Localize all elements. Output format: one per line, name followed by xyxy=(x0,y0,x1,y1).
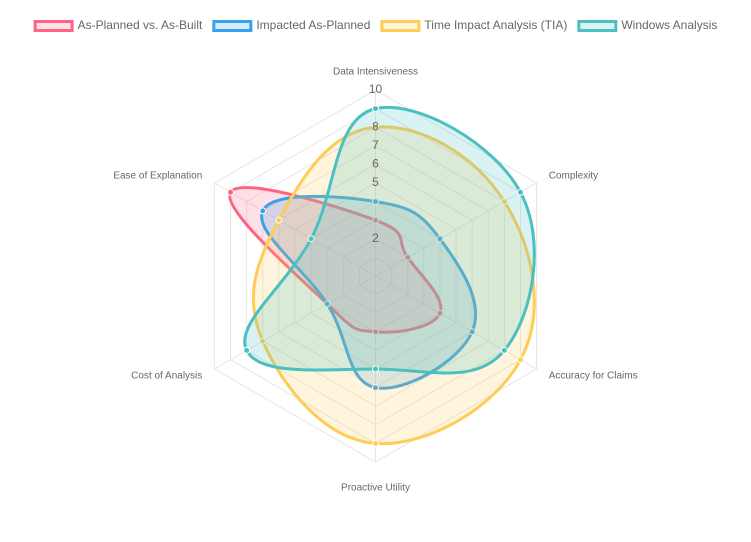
data-point[interactable] xyxy=(323,300,331,308)
legend-item[interactable]: Impacted As-Planned xyxy=(212,18,371,32)
data-point[interactable] xyxy=(372,328,379,336)
axis-label: Complexity xyxy=(549,171,598,182)
tick-label: 6 xyxy=(372,157,379,171)
data-point[interactable] xyxy=(404,253,412,261)
series-2 xyxy=(259,194,478,392)
axis-spoke xyxy=(375,275,537,370)
data-point[interactable] xyxy=(500,346,508,354)
axis-label: Proactive Utility xyxy=(341,483,410,494)
axis-spoke xyxy=(214,182,376,277)
legend-swatch xyxy=(212,20,253,32)
legend-label: Time Impact Analysis (TIA) xyxy=(424,18,567,32)
data-point[interactable] xyxy=(372,123,379,131)
data-point[interactable] xyxy=(436,235,444,243)
legend-swatch xyxy=(33,20,74,32)
legend-label: Impacted As-Planned xyxy=(256,18,370,32)
axis-spoke xyxy=(214,275,376,370)
data-point[interactable] xyxy=(372,439,379,447)
axis-label: Ease of Explanation xyxy=(113,171,202,182)
data-point[interactable] xyxy=(516,188,524,196)
data-point[interactable] xyxy=(227,188,235,196)
axis-labels: Data Intensiveness Complexity Accuracy for… xyxy=(113,67,637,494)
data-point[interactable] xyxy=(307,235,315,243)
data-point[interactable] xyxy=(259,337,267,345)
axis-label: Data Intensiveness xyxy=(333,67,418,78)
legend-swatch xyxy=(577,20,618,32)
axis-spoke xyxy=(375,182,537,277)
data-point[interactable] xyxy=(372,198,379,206)
series-4 xyxy=(243,105,536,375)
series-layer xyxy=(227,105,536,447)
data-point[interactable] xyxy=(275,216,283,224)
data-point[interactable] xyxy=(259,207,267,215)
tick-label: 7 xyxy=(372,138,379,152)
legend-label: Windows Analysis xyxy=(621,18,717,32)
legend-label: As-Planned vs. As-Built xyxy=(78,18,203,32)
legend-item[interactable]: Windows Analysis xyxy=(577,18,718,32)
axis-label: Cost of Analysis xyxy=(131,371,202,382)
tick-label: 5 xyxy=(372,175,379,189)
data-point[interactable] xyxy=(372,216,379,224)
legend-swatch xyxy=(380,20,421,32)
data-point[interactable] xyxy=(243,346,251,354)
legend-item[interactable]: Time Impact Analysis (TIA) xyxy=(380,18,567,32)
tick-label: 2 xyxy=(372,231,379,245)
legend-item[interactable]: As-Planned vs. As-Built xyxy=(33,18,203,32)
legend[interactable]: As-Planned vs. As-Built Impacted As-Plann… xyxy=(33,18,718,32)
data-point[interactable] xyxy=(436,309,444,317)
tick-label: 10 xyxy=(369,82,383,96)
data-point[interactable] xyxy=(372,105,379,113)
tick-label: 8 xyxy=(372,119,379,133)
tick-labels: 10 8 7 6 5 2 xyxy=(369,82,383,245)
data-point[interactable] xyxy=(468,328,476,336)
data-point[interactable] xyxy=(372,384,379,392)
data-point[interactable] xyxy=(500,198,508,206)
data-point[interactable] xyxy=(372,365,379,373)
axis-label: Accuracy for Claims xyxy=(549,371,638,382)
data-point[interactable] xyxy=(516,356,524,364)
